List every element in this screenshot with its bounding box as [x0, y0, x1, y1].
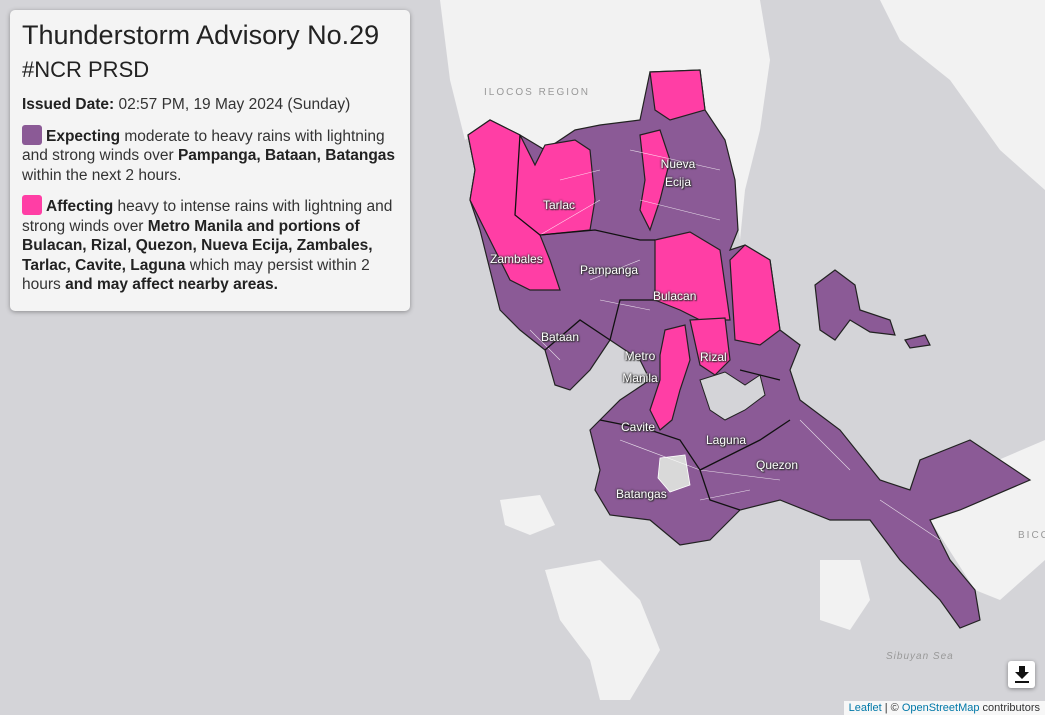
- province-label-bulacan: Bulacan: [653, 289, 697, 303]
- issued-date-value: 02:57 PM, 19 May 2024 (Sunday): [118, 96, 351, 113]
- province-label-bataan: Bataan: [541, 330, 580, 344]
- province-label-rizal: Rizal: [700, 350, 727, 364]
- sea-label-sibuyan: Sibuyan Sea: [886, 651, 954, 662]
- province-borders: [514, 134, 791, 511]
- attribution-suffix: contributors: [979, 702, 1040, 714]
- province-label-pampanga: Pampanga: [580, 263, 639, 277]
- osm-link[interactable]: OpenStreetMap: [901, 702, 980, 714]
- affecting-swatch: [22, 195, 42, 215]
- batangas-unaffected-patch: [657, 454, 691, 493]
- province-label-quezon: Quezon: [756, 458, 799, 472]
- affecting-legend: Affecting heavy to intense rains with li…: [22, 195, 398, 295]
- affecting-text-end: and may affect nearby areas.: [65, 276, 278, 293]
- map-attribution: Leaflet | © OpenStreetMap contributors: [843, 701, 1045, 715]
- expecting-text: moderate to heavy rains with lightning a…: [22, 127, 385, 165]
- province-label-cavite: Cavite: [621, 420, 656, 434]
- advisory-panel: Thunderstorm Advisory No.29 #NCR PRSD Is…: [10, 10, 410, 311]
- leaflet-link[interactable]: Leaflet: [848, 702, 882, 714]
- affecting-text: heavy to intense rains with lightning an…: [22, 198, 393, 235]
- province-label-batangas: Batangas: [616, 487, 667, 501]
- affecting-lead: Affecting: [46, 198, 114, 215]
- download-icon: [1014, 666, 1029, 683]
- expecting-text-end: within the next 2 hours.: [22, 166, 182, 184]
- advisory-subtitle: #NCR PRSD: [22, 57, 150, 82]
- download-button[interactable]: [1008, 661, 1035, 688]
- expecting-area[interactable]: [467, 69, 1032, 629]
- province-label-metro-manila: Metro Manila: [622, 349, 658, 385]
- affecting-places: Metro Manila and portions of Bulacan, Ri…: [22, 217, 373, 274]
- province-label-laguna: Laguna: [706, 433, 747, 447]
- affecting-text-mid: which may persist within 2 hours: [22, 256, 370, 294]
- expecting-legend: Expecting moderate to heavy rains with l…: [22, 124, 398, 186]
- province-label-tarlac: Tarlac: [543, 198, 576, 212]
- expecting-swatch: [22, 124, 42, 145]
- lakes-and-bays: [699, 371, 766, 421]
- background-land: [440, 0, 1045, 700]
- municipal-boundaries: [529, 149, 941, 541]
- issued-date: Issued Date: 02:57 PM, 19 May 2024 (Sund…: [22, 95, 398, 115]
- expecting-places: Pampanga, Bataan, Batangas: [177, 147, 396, 164]
- region-label-ilocos: ILOCOS REGION: [484, 87, 591, 98]
- expecting-lead: Expecting: [46, 127, 121, 145]
- province-label-nueva-ecija: Nueva Ecija: [660, 157, 696, 189]
- province-label-zambales: Zambales: [490, 252, 543, 266]
- region-label-bicol: BICO: [1018, 530, 1045, 541]
- advisory-title: Thunderstorm Advisory No.29: [22, 20, 380, 50]
- affecting-area[interactable]: [467, 69, 781, 431]
- attribution-separator: | ©: [881, 702, 902, 714]
- issued-date-label: Issued Date:: [22, 96, 115, 113]
